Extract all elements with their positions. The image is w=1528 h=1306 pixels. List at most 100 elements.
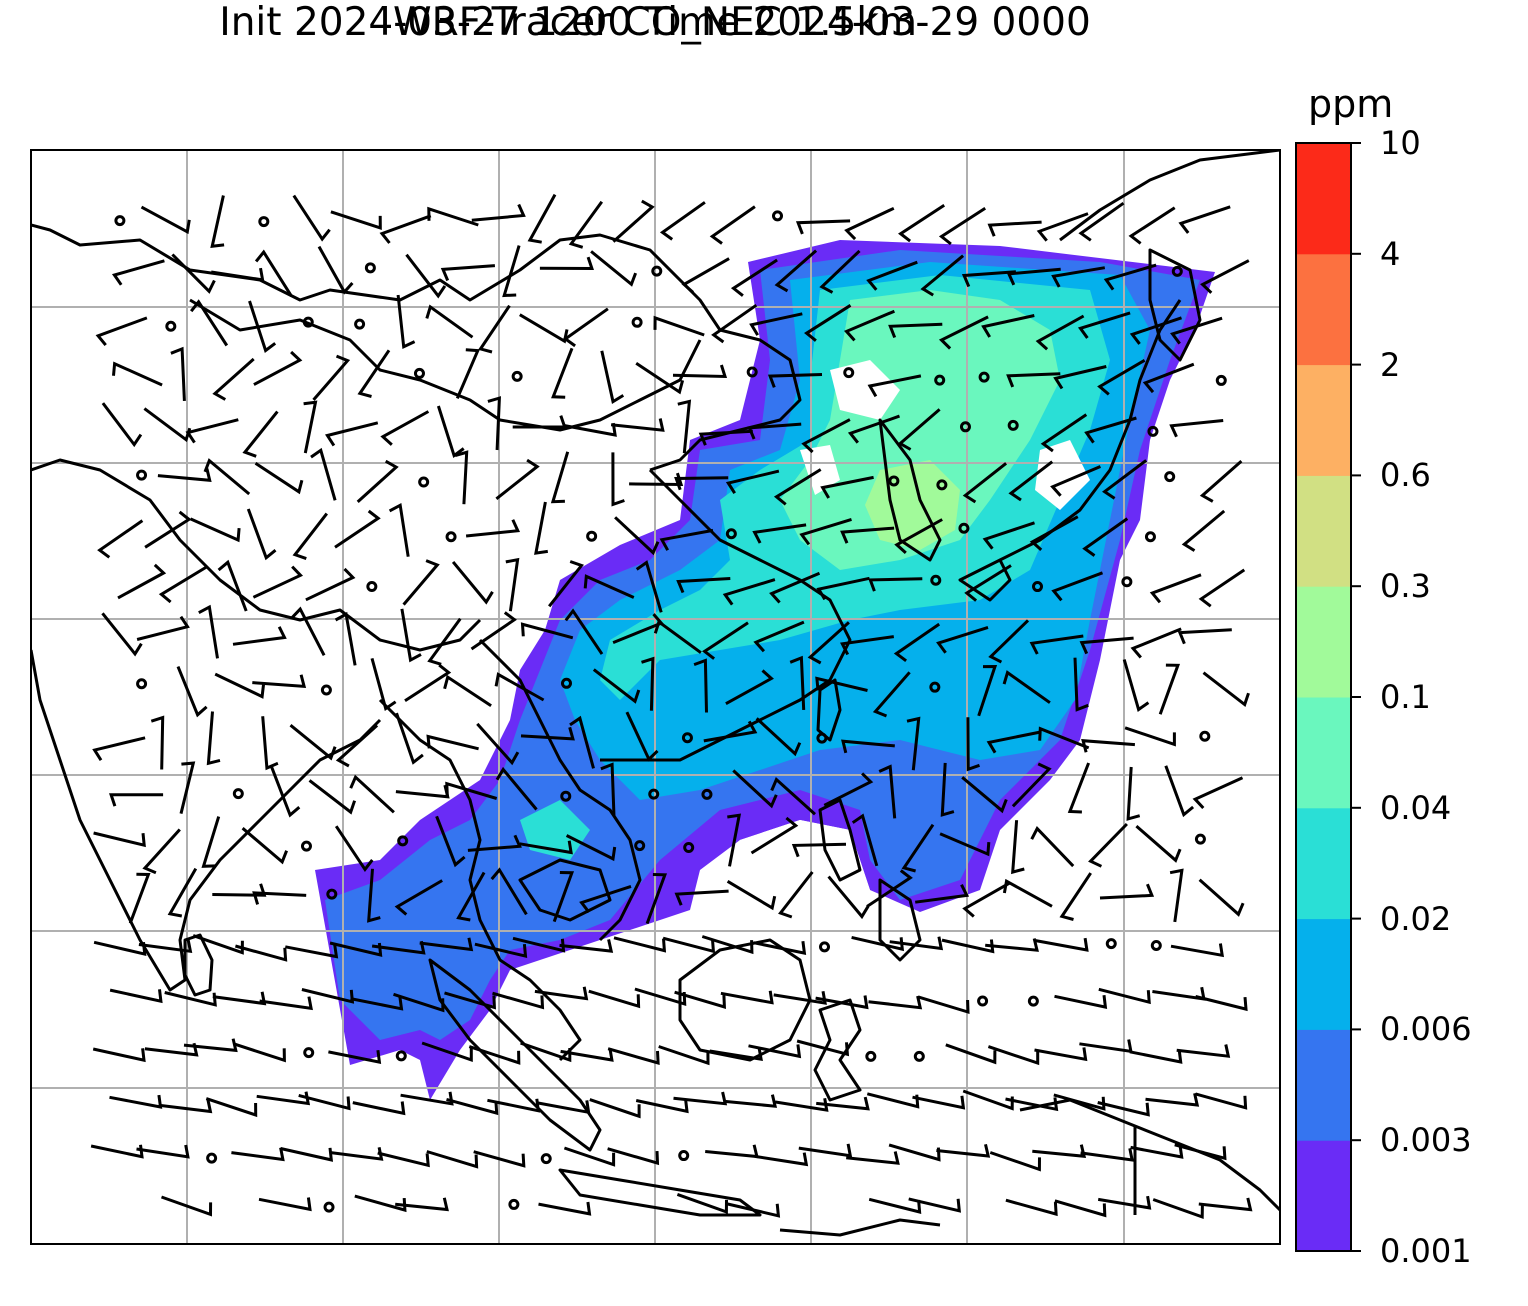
srilanka [183, 933, 214, 997]
calm-marker [165, 320, 177, 332]
wind-barb [380, 410, 430, 446]
wind-barb [917, 995, 970, 1015]
wind-barb [109, 1094, 163, 1109]
wind-barb [289, 724, 337, 761]
wind-barb [490, 867, 528, 916]
wind-barb [388, 502, 410, 557]
wind-barb [512, 936, 566, 953]
wind-barb [1128, 206, 1176, 245]
calm-marker [511, 370, 523, 382]
wind-barb [589, 1098, 641, 1119]
wind-barb [592, 668, 641, 704]
wind-barb [607, 1147, 660, 1166]
calm-marker [323, 1201, 335, 1213]
calm-marker [586, 530, 598, 542]
wind-barb [252, 674, 307, 689]
wind-barb [1051, 571, 1104, 602]
wind-barb [527, 193, 557, 244]
wind-barb [564, 608, 604, 655]
wind-barb [962, 881, 1011, 918]
wind-barb [379, 214, 432, 244]
gridlines [31, 150, 1280, 1244]
wind-barb [1032, 1144, 1087, 1158]
wind-barb [569, 715, 595, 769]
colorbar-tick-label: 10 [1380, 124, 1421, 162]
wind-barb [471, 203, 526, 222]
wind-barb [495, 458, 540, 500]
wind-barb [1053, 1093, 1106, 1111]
wind-barb [136, 1144, 190, 1159]
wind-barb [600, 350, 625, 404]
wind-barb [1082, 517, 1129, 557]
wind-barb [659, 201, 706, 241]
colorbar [1296, 142, 1361, 1252]
wind-barb [534, 986, 589, 1001]
wind-barb [754, 1152, 809, 1167]
calm-marker [934, 374, 946, 386]
wind-barb [1129, 1049, 1183, 1064]
wind-barb [258, 1197, 312, 1212]
wind-barb [112, 361, 163, 387]
calm-marker [366, 581, 378, 593]
wind-barb [1080, 1148, 1134, 1162]
calm-marker [560, 790, 572, 802]
wind-barb [939, 832, 991, 857]
wind-barb [1126, 766, 1141, 821]
wind-barb [778, 871, 814, 919]
wind-barb [303, 400, 318, 454]
calm-marker [865, 1050, 877, 1062]
wind-barb [494, 672, 545, 702]
colorbar-segment [1296, 364, 1351, 476]
calm-marker [418, 476, 430, 488]
wind-barb [898, 204, 946, 243]
wind-barb [816, 576, 870, 601]
wind-barb [607, 1047, 660, 1066]
wind-barb [234, 1042, 286, 1063]
wind-barb [176, 666, 208, 718]
wind-barb [400, 1091, 454, 1106]
wind-barb [866, 260, 918, 291]
wind-barb [866, 869, 913, 908]
wind-barb [1099, 883, 1155, 900]
calm-marker [648, 788, 660, 800]
plume-teal-south [520, 800, 590, 860]
wind-barb [676, 1192, 728, 1215]
colorbar-segment [1296, 475, 1351, 587]
wind-barb [1005, 1198, 1058, 1217]
wind-barb [844, 206, 895, 241]
wind-barb [170, 346, 186, 401]
wind-barb [773, 990, 827, 1005]
calm-marker [1164, 471, 1176, 483]
wind-barb [989, 1151, 1041, 1172]
wind-barb [645, 873, 668, 925]
wind-barb [613, 936, 667, 953]
wind-barb [1011, 762, 1052, 808]
wind-barb [799, 517, 852, 546]
wind-barb [840, 635, 895, 656]
wind-barb [90, 1144, 144, 1159]
wind-barb [1029, 634, 1084, 655]
wind-barb [1051, 266, 1106, 288]
wind-barb [492, 991, 545, 1010]
wind-barb [1103, 263, 1157, 291]
wind-barb [552, 871, 575, 923]
wind-barb [436, 405, 465, 459]
wind-barb [201, 816, 221, 868]
wind-barb [519, 313, 569, 344]
wind-barb [1081, 739, 1136, 753]
wind-barb [290, 606, 326, 656]
wind-barb [962, 1089, 1014, 1111]
wind-barb [217, 559, 248, 612]
wind-barb [635, 362, 685, 395]
wind-barb [600, 762, 616, 817]
wind-barb [164, 991, 217, 1007]
wind-barb [212, 357, 255, 401]
co-tracer-field [315, 240, 1215, 1100]
wind-barb [819, 249, 861, 294]
wind-barb [1170, 943, 1224, 958]
wind-barb [435, 815, 466, 868]
wind-barb [705, 1144, 759, 1159]
wind-barb [92, 1047, 146, 1063]
wind-barb [185, 418, 239, 444]
wind-barb [815, 995, 869, 1010]
